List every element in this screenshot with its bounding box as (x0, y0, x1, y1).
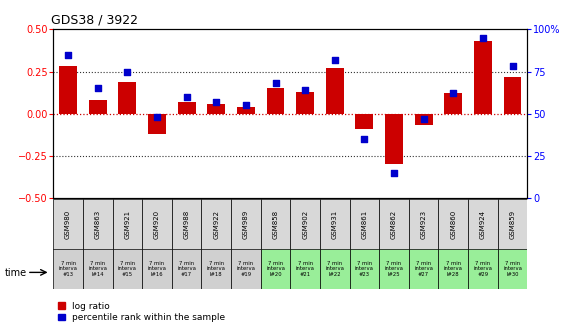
Text: GSM980: GSM980 (65, 210, 71, 239)
Text: time: time (4, 268, 26, 278)
Bar (350, 249, 379, 289)
Text: 7 min
interva
l#22: 7 min interva l#22 (325, 261, 344, 277)
Bar (415, 113, 433, 126)
Text: 7 min
interva
#29: 7 min interva #29 (473, 261, 493, 277)
Point (63, 52, 72, 57)
Bar (468, 249, 498, 289)
Bar (172, 199, 201, 250)
Text: GDS38 / 3922: GDS38 / 3922 (51, 14, 138, 27)
Bar (83, 249, 113, 289)
Bar (498, 249, 527, 289)
Bar (142, 249, 172, 289)
Text: 7 min
interva
l#30: 7 min interva l#30 (503, 261, 522, 277)
Bar (231, 249, 261, 289)
Bar (439, 199, 468, 250)
Bar (83, 199, 113, 250)
Bar (468, 199, 498, 250)
Bar (444, 94, 462, 113)
Point (153, 114, 162, 120)
Bar (385, 113, 403, 164)
Text: GSM924: GSM924 (480, 210, 486, 239)
Point (479, 35, 488, 41)
Text: 7 min
interva
l#16: 7 min interva l#16 (148, 261, 167, 277)
Point (301, 87, 310, 93)
Point (211, 99, 220, 104)
Bar (113, 249, 142, 289)
Text: 7 min
interva
#27: 7 min interva #27 (414, 261, 433, 277)
Bar (53, 199, 83, 250)
Bar (504, 77, 521, 113)
Bar (172, 249, 201, 289)
Bar (379, 199, 409, 250)
Text: GSM862: GSM862 (391, 210, 397, 239)
Legend: log ratio, percentile rank within the sample: log ratio, percentile rank within the sa… (58, 302, 226, 322)
Text: GSM988: GSM988 (183, 210, 190, 239)
Point (389, 170, 398, 175)
Point (508, 64, 517, 69)
Bar (326, 68, 344, 113)
Bar (53, 249, 83, 289)
Text: 7 min
interva
#23: 7 min interva #23 (355, 261, 374, 277)
Point (123, 69, 132, 74)
Bar (201, 199, 231, 250)
Text: 7 min
interva
l#14: 7 min interva l#14 (88, 261, 107, 277)
Bar (113, 199, 142, 250)
Bar (439, 249, 468, 289)
Bar (320, 249, 350, 289)
Point (93, 86, 102, 91)
Text: GSM989: GSM989 (243, 210, 249, 239)
Bar (356, 113, 373, 129)
Point (449, 91, 458, 96)
Text: 7 min
interva
l#28: 7 min interva l#28 (444, 261, 463, 277)
Text: 7 min
interva
#19: 7 min interva #19 (236, 261, 255, 277)
Bar (296, 92, 314, 113)
Bar (498, 199, 527, 250)
Bar (208, 104, 225, 113)
Text: GSM859: GSM859 (509, 210, 516, 239)
Text: 7 min
interva
#15: 7 min interva #15 (118, 261, 137, 277)
Text: GSM860: GSM860 (450, 210, 456, 239)
Point (360, 136, 369, 142)
Text: GSM863: GSM863 (95, 210, 101, 239)
Bar (59, 66, 77, 113)
Bar (118, 82, 136, 113)
Text: 7 min
interva
#17: 7 min interva #17 (177, 261, 196, 277)
Text: GSM858: GSM858 (273, 210, 278, 239)
Bar (201, 249, 231, 289)
Point (271, 81, 280, 86)
Bar (320, 199, 350, 250)
Point (330, 57, 339, 62)
Bar (409, 199, 439, 250)
Text: 7 min
interva
#13: 7 min interva #13 (59, 261, 77, 277)
Point (419, 116, 428, 121)
Text: 7 min
interva
l#18: 7 min interva l#18 (207, 261, 226, 277)
Text: 7 min
interva
#21: 7 min interva #21 (296, 261, 315, 277)
Bar (261, 249, 291, 289)
Text: GSM922: GSM922 (213, 210, 219, 239)
Point (182, 94, 191, 99)
Bar (178, 102, 195, 113)
Bar (290, 249, 320, 289)
Bar (379, 249, 409, 289)
Bar (350, 199, 379, 250)
Bar (290, 199, 320, 250)
Bar (89, 100, 107, 113)
Text: GSM923: GSM923 (421, 210, 427, 239)
Bar (231, 199, 261, 250)
Text: GSM902: GSM902 (302, 210, 308, 239)
Bar (148, 113, 166, 134)
Bar (266, 88, 284, 113)
Text: GSM931: GSM931 (332, 210, 338, 239)
Text: 7 min
interva
l#20: 7 min interva l#20 (266, 261, 285, 277)
Bar (409, 249, 439, 289)
Text: GSM861: GSM861 (361, 210, 367, 239)
Text: GSM921: GSM921 (125, 210, 130, 239)
Bar (237, 107, 255, 113)
Point (241, 103, 250, 108)
Bar (142, 199, 172, 250)
Bar (474, 41, 492, 113)
Bar (261, 199, 291, 250)
Text: 7 min
interva
l#25: 7 min interva l#25 (385, 261, 403, 277)
Text: GSM920: GSM920 (154, 210, 160, 239)
